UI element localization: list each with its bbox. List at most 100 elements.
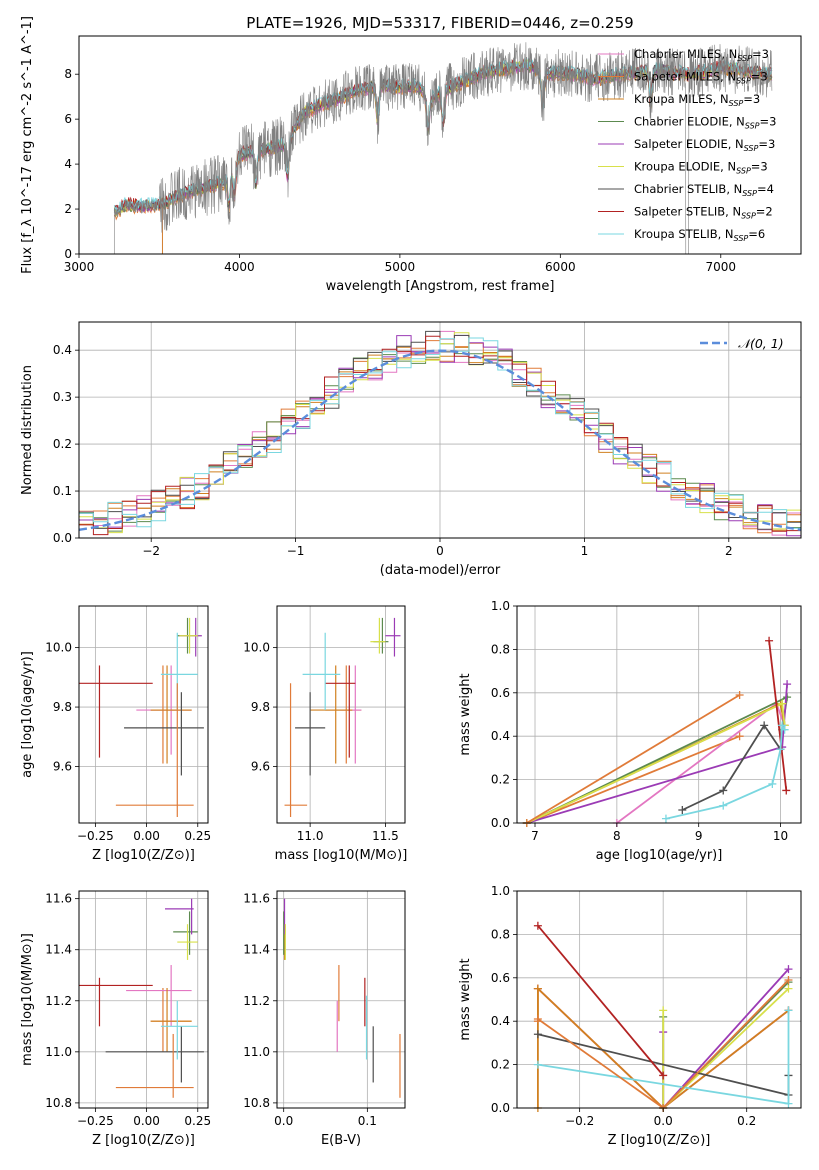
plus-marker: [768, 779, 777, 788]
x-tick-label: 8: [613, 829, 621, 843]
y-tick-label: 0.2: [53, 437, 72, 451]
x-tick-label: −2: [142, 544, 160, 558]
legend-label-rest: =4: [757, 182, 774, 196]
plus-marker: [784, 975, 793, 984]
legend-label-rest: =3: [751, 160, 768, 174]
y-tick-label: 11.2: [243, 994, 270, 1008]
observed-spectrum-line: [113, 42, 773, 254]
legend-subscript: SSP: [737, 54, 752, 63]
legend-label-rest: =2: [756, 205, 773, 219]
y-tick-label: 2: [64, 202, 72, 216]
legend-label-rest: =3: [758, 137, 775, 151]
y-tick-label: 0.2: [491, 773, 510, 787]
y-tick-label: 9.8: [251, 700, 270, 714]
plus-marker: [782, 786, 791, 795]
plus-marker: [765, 636, 774, 645]
y-axis-label: Normed distribution: [20, 365, 35, 495]
x-axis-label: (data-model)/error: [380, 563, 501, 578]
y-tick-label: 0: [64, 247, 72, 261]
legend-label: Chabrier STELIB, NSSP=4: [634, 182, 774, 198]
x-axis-label: mass [log10(M/M⊙)]: [275, 848, 408, 863]
plus-marker: [533, 984, 542, 993]
y-tick-label: 0.6: [491, 971, 510, 985]
x-axis-label: wavelength [Angstrom, rest frame]: [326, 279, 555, 294]
residual-histogram-step: [79, 335, 801, 536]
legend: Chabrier MILES, NSSP=3 Salpeter MILES, NS…: [598, 47, 776, 243]
weight-series-line: [537, 986, 790, 1110]
x-tick-label: 5000: [385, 260, 416, 274]
y-tick-label: 11.0: [243, 1045, 270, 1059]
mass-weight-vs-age-panel: 7 8 9 10 0.0 0.2 0.4 0.6 0.8 1.0 age [log10(age/yr…: [458, 599, 802, 863]
y-tick-label: 0.1: [53, 484, 72, 498]
x-tick-label: 11.0: [297, 829, 324, 843]
x-tick-label: 0.0: [654, 1114, 673, 1128]
axes-frame: [276, 890, 406, 1109]
plus-marker: [533, 921, 542, 930]
y-tick-label: 0.0: [491, 1101, 510, 1115]
legend-subscript: SSP: [736, 77, 751, 86]
mass-vs-metallicity-panel: −0.25 0.00 0.25 10.8 11.0 11.2 11.4 11.6 Z [log1…: [20, 890, 211, 1148]
axes-frame: [78, 605, 209, 824]
spectrum-panel: 3000 4000 5000 6000 7000 0 2 4 6 8 wavelength [Ang…: [20, 16, 802, 294]
legend-label: Salpeter MILES, NSSP=3: [634, 70, 768, 86]
weight-series-line: [537, 925, 664, 1077]
y-tick-label: 10.8: [45, 1096, 72, 1110]
y-axis-label: mass [log10(M/M⊙)]: [20, 933, 35, 1066]
figure-title: PLATE=1926, MJD=53317, FIBERID=0446, z=0…: [246, 14, 633, 32]
legend-label: Kroupa STELIB, NSSP=6: [634, 227, 765, 243]
y-tick-label: 8: [64, 67, 72, 81]
y-tick-label: 10.0: [45, 641, 72, 655]
x-tick-label: −0.25: [77, 1114, 114, 1128]
y-tick-label: 9.6: [251, 760, 270, 774]
residual-histogram-step: [79, 337, 801, 529]
plus-marker: [661, 814, 670, 823]
y-tick-label: 0.0: [491, 816, 510, 830]
weight-series-line: [681, 723, 782, 811]
residual-histogram-panel: −2 −1 0 1 2 0.0 0.1 0.2 0.3 0.4 (data-model)/error…: [20, 321, 802, 578]
legend-subscript: SSP: [745, 122, 760, 131]
legend-subscript: SSP: [744, 144, 759, 153]
y-tick-label: 0.4: [491, 729, 510, 743]
x-tick-label: 0.00: [133, 829, 160, 843]
x-tick-label: 9: [695, 829, 703, 843]
plus-marker: [719, 801, 728, 810]
x-tick-label: 3000: [64, 260, 95, 274]
y-tick-label: 10.8: [243, 1096, 270, 1110]
x-axis-label: Z [log10(Z/Z⊙)]: [92, 1133, 195, 1148]
y-tick-label: 10.0: [243, 641, 270, 655]
plus-marker: [780, 725, 789, 734]
legend-label-rest: =3: [760, 115, 777, 129]
x-tick-label: 0: [436, 544, 444, 558]
plus-marker: [659, 1006, 668, 1015]
y-axis-label: mass weight: [458, 673, 473, 755]
x-tick-label: 10: [773, 829, 788, 843]
normal-curve: [78, 349, 802, 531]
y-tick-label: 11.2: [45, 994, 72, 1008]
plus-marker: [735, 732, 744, 741]
y-axis-label: Flux [f_λ 10^-17 erg cm^-2 s^-1 A^-1]: [20, 16, 35, 274]
y-tick-label: 11.4: [45, 943, 72, 957]
y-tick-label: 4: [64, 157, 72, 171]
x-tick-label: 4000: [224, 260, 255, 274]
x-axis-label: Z [log10(Z/Z⊙)]: [608, 1133, 711, 1148]
plus-marker: [735, 690, 744, 699]
y-tick-label: 0.2: [491, 1058, 510, 1072]
legend-label: Kroupa ELODIE, NSSP=3: [634, 160, 768, 176]
legend-label-rest: =3: [743, 92, 760, 106]
plus-marker: [533, 1015, 542, 1024]
y-tick-label: 0.3: [53, 390, 72, 404]
plus-marker: [778, 699, 787, 708]
y-tick-label: 11.6: [45, 892, 72, 906]
x-tick-label: 7000: [706, 260, 737, 274]
plus-marker: [659, 1071, 668, 1080]
y-axis-label: age [log10(age/yr)]: [20, 651, 35, 778]
y-tick-label: 0.8: [491, 642, 510, 656]
y-tick-label: 1.0: [491, 884, 510, 898]
legend-label: Salpeter ELODIE, NSSP=3: [634, 137, 775, 153]
y-tick-label: 1.0: [491, 599, 510, 613]
y-tick-label: 0.6: [491, 686, 510, 700]
legend-label: 𝒩(0, 1): [738, 336, 784, 351]
x-axis-label: age [log10(age/yr)]: [596, 848, 723, 863]
plus-marker: [783, 680, 792, 689]
